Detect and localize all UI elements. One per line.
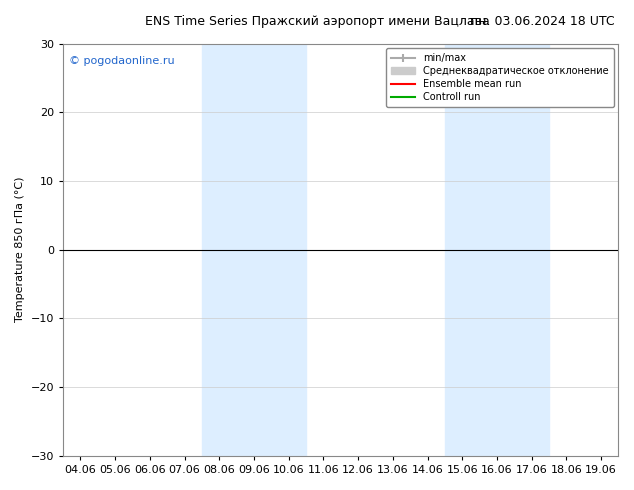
Bar [202,44,306,456]
Text: © pogodaonline.ru: © pogodaonline.ru [68,56,174,66]
Bar [445,44,549,456]
Y-axis label: Temperature 850 гПа (°C): Temperature 850 гПа (°C) [15,177,25,322]
Legend: min/max, Среднеквадратическое отклонение, Ensemble mean run, Controll run: min/max, Среднеквадратическое отклонение… [386,49,614,107]
Text: ENS Time Series Пражский аэропорт имени Вацлава: ENS Time Series Пражский аэропорт имени … [145,15,489,28]
Text: пн. 03.06.2024 18 UTC: пн. 03.06.2024 18 UTC [470,15,615,28]
